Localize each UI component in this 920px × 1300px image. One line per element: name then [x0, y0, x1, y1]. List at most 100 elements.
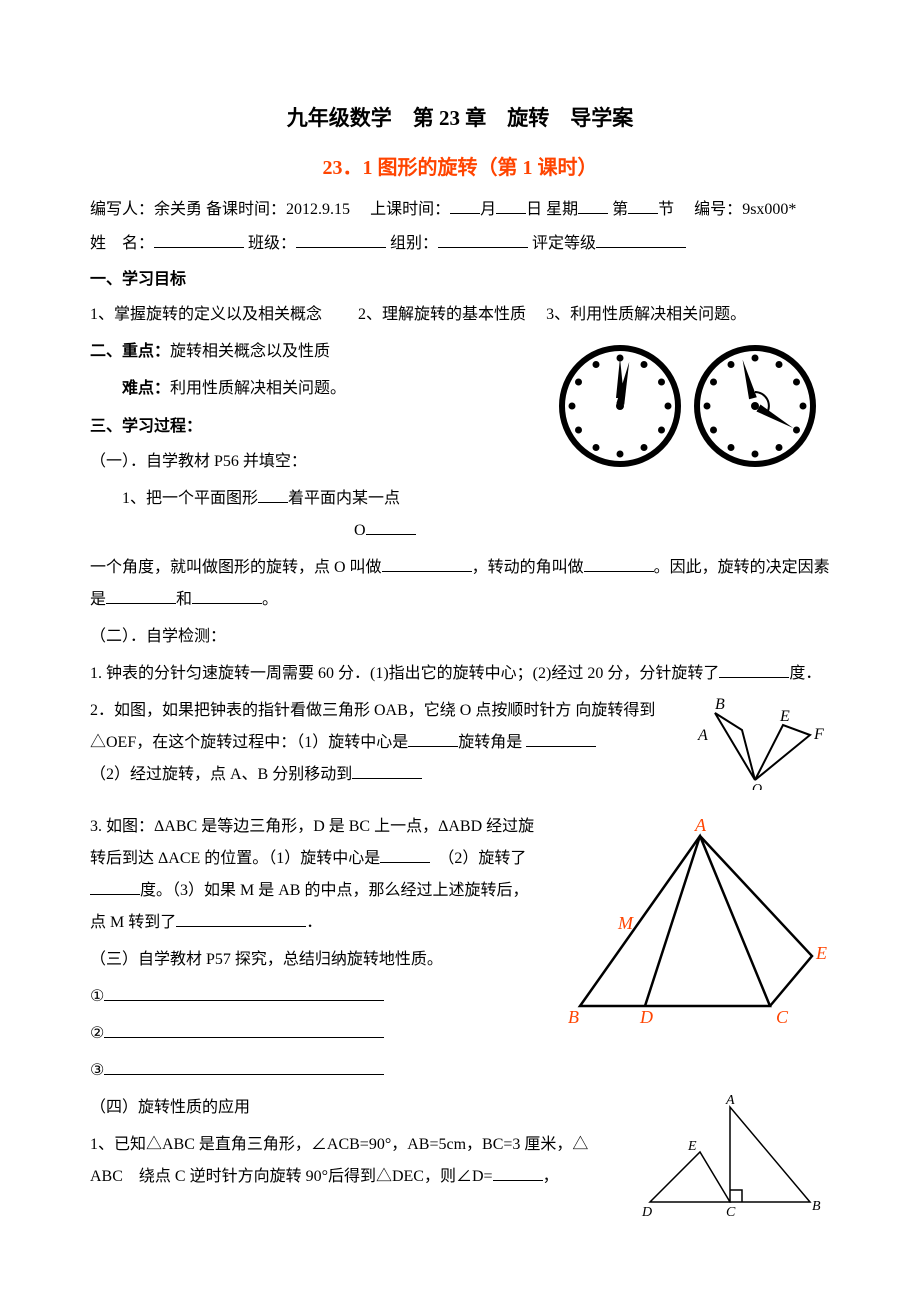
q1c-b: ，转动的角叫做 [472, 559, 584, 576]
diff-label: 难点： [122, 380, 170, 397]
oab-figure: B E F A O [680, 695, 830, 801]
blank-p3-3[interactable] [104, 1059, 384, 1075]
p3-i2-num: ② [90, 1025, 104, 1042]
goal-1: 1、掌握旋转的定义以及相关概念 [90, 306, 322, 323]
label-O: O [752, 782, 762, 790]
part-2-head: （二）．自学检测： [90, 621, 830, 653]
dec-label-B: B [812, 1199, 821, 1214]
author-label: 编写人： [90, 201, 154, 218]
p4q1-block: 1、已知△ABC 是直角三角形，∠ACB=90°，AB=5cm，BC=3 厘米，… [90, 1129, 620, 1193]
blank-p3-2[interactable] [104, 1022, 384, 1038]
blank-month[interactable] [450, 198, 480, 214]
meta-line-1: 编写人：余关勇 备课时间：2012.9.15 上课时间：月日 星期 第节 编号：… [90, 196, 830, 225]
p3-item1: ① [90, 981, 540, 1013]
p3-item2: ② [90, 1018, 540, 1050]
weekday-label: 星期 [546, 201, 578, 218]
blank-q1cc2[interactable] [192, 588, 262, 604]
p4q1-c: ， [543, 1168, 559, 1185]
month-label: 月 [480, 201, 496, 218]
blank-q1cc1[interactable] [106, 588, 176, 604]
dec-label-D: D [641, 1205, 652, 1220]
diff-text: 利用性质解决相关问题。 [170, 380, 346, 397]
blank-group[interactable] [438, 232, 528, 248]
grade-label: 评定等级 [532, 235, 596, 252]
dec-triangle-figure: A E D C B [630, 1092, 830, 1233]
code-value: 9sx000* [742, 201, 796, 218]
clock-figures [550, 336, 830, 487]
blank-q1ca[interactable] [382, 556, 472, 572]
focus-label: 重点： [122, 343, 170, 360]
code-label: 编号： [694, 201, 742, 218]
day-label: 日 [526, 201, 542, 218]
name-label: 姓 名： [90, 235, 154, 252]
label-E: E [779, 708, 790, 725]
blank-name[interactable] [154, 232, 244, 248]
tri-label-C: C [776, 1007, 789, 1027]
dec-label-A: A [725, 1093, 735, 1108]
prep-label: 备课时间： [206, 201, 286, 218]
p2q1-line: 1. 钟表的分针匀速旋转一周需要 60 分．(1)指出它的旋转中心；(2)经过 … [90, 658, 830, 690]
p2q3-block: 3. 如图：ΔABC 是等边三角形，D 是 BC 上一点，ΔABD 经过旋转后到… [90, 811, 540, 939]
blank-p2q3a[interactable] [380, 847, 430, 863]
blank-weekday[interactable] [578, 198, 608, 214]
p2q3-b: （2）旋转了 [446, 850, 526, 867]
label-B: B [715, 696, 725, 713]
p2q2-d: （2）经过旋转，点 A、B 分别移动到 [90, 766, 352, 783]
blank-p2q2c[interactable] [352, 763, 422, 779]
blank-p2q2b[interactable] [526, 731, 596, 747]
classgrp-label: 班级： [248, 235, 296, 252]
author: 余关勇 [154, 201, 202, 218]
blank-p2q3b[interactable] [90, 879, 140, 895]
page-subtitle: 23．1 图形的旋转（第 1 课时） [90, 150, 830, 186]
blank-p3-1[interactable] [104, 985, 384, 1001]
q1c-a: 一个角度，就叫做图形的旋转，点 O 叫做 [90, 559, 382, 576]
section-1-header: 一、学习目标 [90, 266, 830, 295]
blank-p2q1[interactable] [719, 662, 789, 678]
p2q2-c: 旋转角是 [458, 734, 522, 751]
part-4-head: （四）旋转性质的应用 [90, 1092, 620, 1124]
tri-label-M: M [617, 913, 634, 933]
tri-label-B: B [568, 1007, 579, 1027]
blank-p2q2a[interactable] [408, 731, 458, 747]
q1-line: 1、把一个平面图形着平面内某一点 O [90, 483, 830, 547]
goal-2: 2、理解旋转的基本性质 [358, 306, 526, 323]
p3-item3: ③ [90, 1055, 830, 1087]
label-F: F [813, 726, 824, 743]
group-label: 组别： [390, 235, 438, 252]
prep-date: 2012.9.15 [286, 201, 350, 218]
p2q3-d: ． [306, 914, 322, 931]
p4q1-a: 1、已知△ABC 是直角三角形，∠ACB=90°，AB=5cm，BC=3 厘米，… [90, 1136, 588, 1153]
section-2-header: 二、 [90, 343, 122, 360]
label-A: A [697, 727, 708, 744]
focus-text: 旋转相关概念以及性质 [170, 343, 330, 360]
tri-label-E: E [815, 943, 827, 963]
page-title: 九年级数学 第 23 章 旋转 导学案 [90, 100, 830, 138]
blank-grade[interactable] [596, 232, 686, 248]
p2q2-block: 2．如图，如果把钟表的指针看做三角形 OAB，它绕 O 点按顺时针方 向旋转得到… [90, 695, 670, 791]
q1-cont-line: 一个角度，就叫做图形的旋转，点 O 叫做，转动的角叫做。因此，旋转的决定因素是和… [90, 552, 830, 616]
meta-line-2: 姓 名： 班级： 组别： 评定等级 [90, 230, 830, 259]
p4q1-b: ABC 绕点 C 逆时针方向旋转 90°后得到△DEC，则∠D= [90, 1168, 493, 1185]
blank-q1cb[interactable] [584, 556, 654, 572]
dec-label-E: E [687, 1139, 697, 1154]
part-3-head: （三）自学教材 P57 探究，总结归纳旋转地性质。 [90, 944, 540, 976]
blank-p4q1[interactable] [493, 1165, 543, 1181]
q1c-e: 。 [262, 591, 278, 608]
blank-section[interactable] [628, 198, 658, 214]
q1-text-a: 1、把一个平面图形 [122, 490, 258, 507]
tri-label-A: A [694, 815, 707, 835]
blank-q1c[interactable] [366, 519, 416, 535]
blank-day[interactable] [496, 198, 526, 214]
blank-p2q3c[interactable] [176, 911, 306, 927]
abc-triangle-figure: A M E B D C [550, 811, 830, 1042]
class-time-label: 上课时间： [370, 201, 450, 218]
section-label: 节 [658, 201, 674, 218]
q1-text-b: 着平面内某一点 [288, 490, 400, 507]
blank-q1a[interactable] [258, 487, 288, 503]
p2q1-b: 度． [789, 665, 821, 682]
p2q2-a: 2．如图，如果把钟表的指针看做三角形 OAB，它绕 O 点按顺时针方 [90, 702, 571, 719]
p2q1-a: 1. 钟表的分针匀速旋转一周需要 60 分．(1)指出它的旋转中心；(2)经过 … [90, 665, 719, 682]
blank-class[interactable] [296, 232, 386, 248]
p3-i1-num: ① [90, 988, 104, 1005]
tri-label-D: D [639, 1007, 653, 1027]
